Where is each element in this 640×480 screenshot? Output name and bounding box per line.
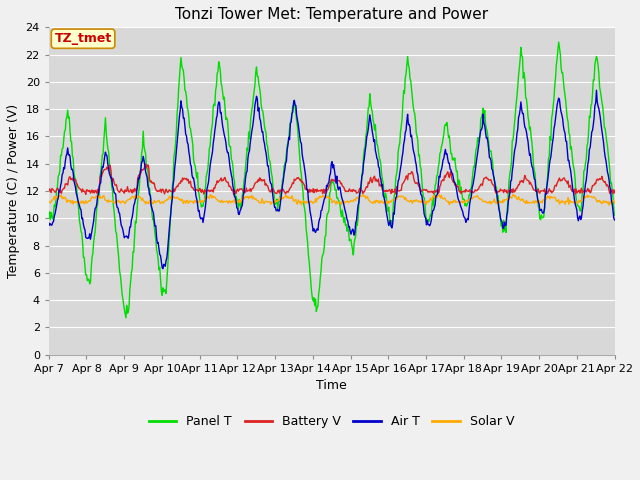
Air T (418, 192, 426, 198)
X-axis label: Time: Time (316, 379, 347, 392)
Battery V (402, 173, 410, 179)
Legend: Panel T, Battery V, Air T, Solar V: Panel T, Battery V, Air T, Solar V (144, 410, 519, 433)
Air T (401, 130, 409, 135)
Y-axis label: Temperature (C) / Power (V): Temperature (C) / Power (V) (7, 104, 20, 278)
Solar V (417, 200, 425, 205)
Battery V (202, 189, 209, 194)
Line: Solar V: Solar V (49, 194, 614, 205)
Battery V (113, 186, 121, 192)
Solar V (45, 198, 52, 204)
Battery V (55, 189, 63, 194)
Solar V (605, 203, 613, 208)
Panel T (401, 75, 409, 81)
Air T (611, 217, 618, 223)
Air T (113, 204, 121, 210)
Air T (45, 220, 52, 226)
Solar V (171, 195, 179, 201)
Air T (202, 204, 209, 210)
Line: Battery V: Battery V (49, 164, 614, 195)
Text: TZ_tmet: TZ_tmet (54, 32, 112, 45)
Air T (159, 266, 166, 272)
Battery V (172, 186, 179, 192)
Panel T (611, 212, 618, 218)
Battery V (141, 161, 149, 167)
Panel T (418, 177, 426, 183)
Solar V (201, 197, 209, 203)
Panel T (55, 172, 63, 178)
Solar V (55, 194, 63, 200)
Air T (593, 87, 600, 93)
Solar V (113, 199, 121, 204)
Line: Air T: Air T (49, 90, 614, 269)
Solar V (401, 197, 408, 203)
Panel T (172, 142, 179, 147)
Air T (172, 158, 179, 164)
Air T (55, 188, 63, 193)
Panel T (113, 239, 121, 244)
Panel T (555, 39, 563, 45)
Title: Tonzi Tower Met: Temperature and Power: Tonzi Tower Met: Temperature and Power (175, 7, 488, 22)
Panel T (122, 315, 130, 321)
Battery V (611, 190, 618, 195)
Panel T (202, 187, 209, 193)
Line: Panel T: Panel T (49, 42, 614, 318)
Battery V (45, 188, 52, 194)
Battery V (230, 192, 237, 198)
Solar V (611, 200, 618, 206)
Solar V (509, 192, 517, 197)
Panel T (45, 215, 52, 221)
Battery V (419, 187, 426, 193)
